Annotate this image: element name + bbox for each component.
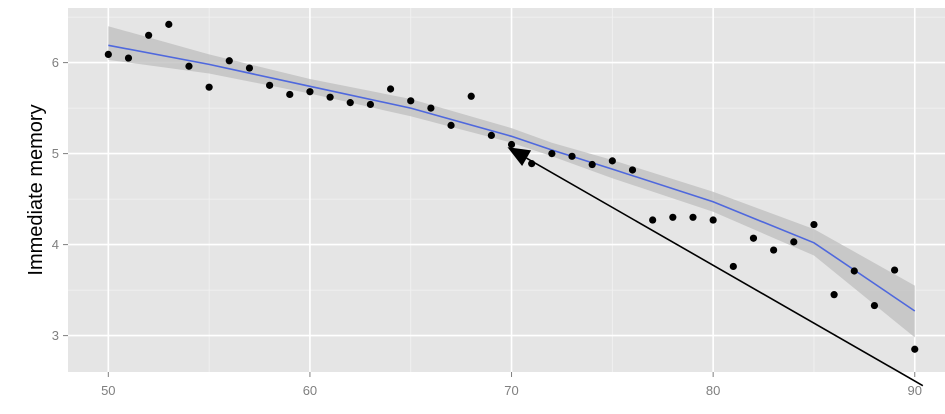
data-point bbox=[145, 32, 152, 39]
data-point bbox=[468, 93, 475, 100]
y-tick-label: 6 bbox=[52, 55, 59, 70]
data-point bbox=[568, 153, 575, 160]
data-point bbox=[306, 88, 313, 95]
data-point bbox=[851, 267, 858, 274]
data-point bbox=[367, 101, 374, 108]
data-point bbox=[689, 214, 696, 221]
data-point bbox=[387, 85, 394, 92]
data-point bbox=[710, 216, 717, 223]
data-point bbox=[286, 91, 293, 98]
data-point bbox=[185, 63, 192, 70]
data-point bbox=[206, 84, 213, 91]
data-point bbox=[447, 122, 454, 129]
data-point bbox=[609, 157, 616, 164]
data-point bbox=[427, 105, 434, 112]
data-point bbox=[790, 238, 797, 245]
data-point bbox=[750, 235, 757, 242]
data-point bbox=[629, 166, 636, 173]
data-point bbox=[508, 141, 515, 148]
x-tick-label: 70 bbox=[504, 383, 518, 398]
x-tick-label: 50 bbox=[101, 383, 115, 398]
data-point bbox=[669, 214, 676, 221]
y-axis-title: Immediate memory bbox=[25, 104, 47, 275]
y-tick-label: 4 bbox=[52, 237, 59, 252]
data-point bbox=[911, 346, 918, 353]
data-point bbox=[347, 99, 354, 106]
y-axis-ticks: 3 4 5 6 bbox=[52, 55, 68, 343]
data-point bbox=[548, 150, 555, 157]
data-point bbox=[730, 263, 737, 270]
data-point bbox=[226, 57, 233, 64]
data-point bbox=[488, 132, 495, 139]
data-point bbox=[831, 291, 838, 298]
x-tick-label: 90 bbox=[908, 383, 922, 398]
data-point bbox=[589, 161, 596, 168]
data-point bbox=[891, 266, 898, 273]
data-point bbox=[125, 54, 132, 61]
data-point bbox=[871, 302, 878, 309]
x-tick-label: 80 bbox=[706, 383, 720, 398]
data-point bbox=[246, 64, 253, 71]
x-tick-label: 60 bbox=[303, 383, 317, 398]
data-point bbox=[770, 246, 777, 253]
x-axis-ticks: 50 60 70 80 90 bbox=[101, 372, 922, 398]
data-point bbox=[407, 97, 414, 104]
data-point bbox=[810, 221, 817, 228]
data-point bbox=[266, 82, 273, 89]
y-tick-label: 5 bbox=[52, 146, 59, 161]
data-point bbox=[165, 21, 172, 28]
data-point bbox=[105, 51, 112, 58]
y-tick-label: 3 bbox=[52, 328, 59, 343]
data-point bbox=[326, 94, 333, 101]
data-point bbox=[649, 216, 656, 223]
